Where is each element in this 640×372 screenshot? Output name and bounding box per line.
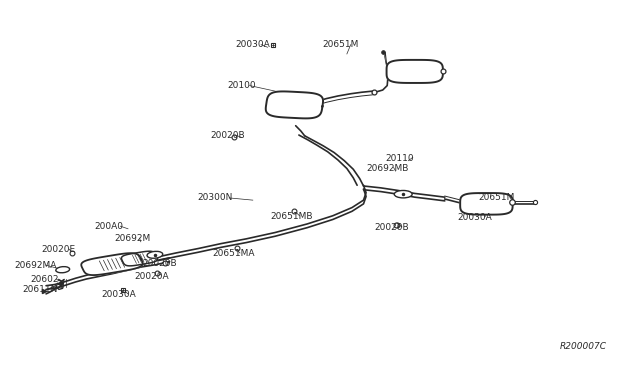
Ellipse shape xyxy=(147,251,163,258)
Polygon shape xyxy=(387,60,443,83)
Text: 20651M: 20651M xyxy=(322,40,358,49)
Text: 20651M: 20651M xyxy=(479,193,515,202)
Text: 20020B: 20020B xyxy=(374,223,409,232)
Ellipse shape xyxy=(394,190,412,198)
Text: 20030A: 20030A xyxy=(236,40,270,49)
Polygon shape xyxy=(81,253,143,275)
Text: 20651MB: 20651MB xyxy=(271,212,313,221)
Text: 20100: 20100 xyxy=(227,81,256,90)
Ellipse shape xyxy=(56,267,70,273)
Text: 20692M: 20692M xyxy=(114,234,150,243)
Text: 20692MA: 20692MA xyxy=(14,262,56,270)
Text: 20030A: 20030A xyxy=(101,290,136,299)
Text: 20020B: 20020B xyxy=(210,131,244,140)
Text: 20692MB: 20692MB xyxy=(366,164,408,173)
Text: 20020E: 20020E xyxy=(42,245,76,254)
Text: 20110: 20110 xyxy=(385,154,414,163)
Polygon shape xyxy=(460,193,513,215)
Polygon shape xyxy=(266,92,323,118)
Text: 20300N: 20300N xyxy=(197,193,232,202)
Text: 20602: 20602 xyxy=(31,275,60,284)
Text: 20030A: 20030A xyxy=(458,213,492,222)
Text: 20651MA: 20651MA xyxy=(212,249,255,258)
Text: 20020B: 20020B xyxy=(142,259,177,267)
Text: R200007C: R200007C xyxy=(560,342,607,351)
Text: 200A0: 200A0 xyxy=(95,222,124,231)
Polygon shape xyxy=(122,251,157,266)
Text: 20020A: 20020A xyxy=(134,272,169,280)
Text: 20611N: 20611N xyxy=(22,285,58,294)
